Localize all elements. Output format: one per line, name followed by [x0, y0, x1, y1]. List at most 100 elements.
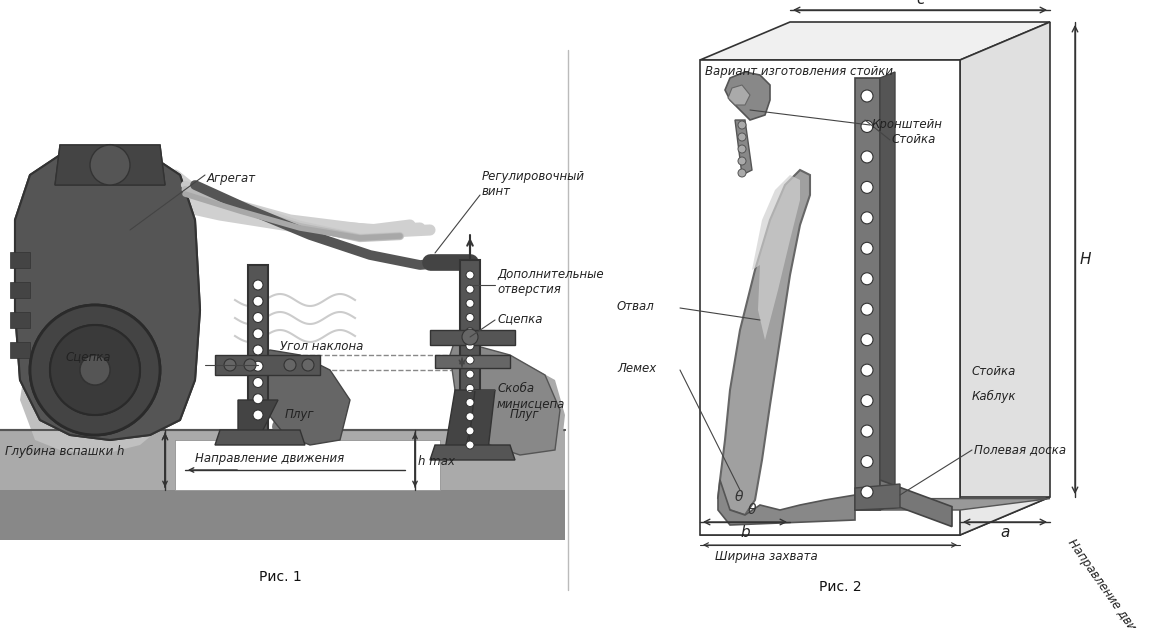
Circle shape — [862, 486, 873, 498]
Text: Стойка: Стойка — [971, 365, 1016, 378]
Circle shape — [862, 121, 873, 133]
Circle shape — [862, 181, 873, 193]
Polygon shape — [880, 72, 895, 510]
Text: Направление движения: Направление движения — [195, 452, 344, 465]
Text: Агрегат: Агрегат — [207, 172, 256, 185]
Polygon shape — [468, 390, 494, 450]
Circle shape — [253, 280, 263, 290]
Circle shape — [862, 425, 873, 437]
Polygon shape — [445, 390, 480, 450]
Text: a: a — [1001, 525, 1010, 540]
Circle shape — [253, 345, 263, 355]
Circle shape — [253, 410, 263, 420]
Polygon shape — [175, 440, 440, 490]
Text: Вариант изготовления стойки: Вариант изготовления стойки — [705, 65, 893, 78]
Circle shape — [862, 455, 873, 467]
Polygon shape — [735, 120, 752, 175]
Polygon shape — [510, 355, 565, 465]
Polygon shape — [752, 175, 800, 340]
Circle shape — [466, 313, 473, 322]
Circle shape — [466, 441, 473, 449]
Polygon shape — [20, 185, 195, 455]
Circle shape — [79, 355, 110, 385]
Polygon shape — [855, 78, 880, 510]
Circle shape — [462, 329, 478, 345]
Polygon shape — [0, 430, 565, 540]
Polygon shape — [215, 355, 320, 375]
Circle shape — [30, 305, 160, 435]
Circle shape — [90, 145, 130, 185]
Circle shape — [79, 355, 110, 385]
Circle shape — [466, 271, 473, 279]
Text: Регулировочный
винт: Регулировочный винт — [482, 170, 584, 198]
Polygon shape — [258, 350, 350, 445]
Circle shape — [302, 359, 314, 371]
Circle shape — [253, 296, 263, 306]
Circle shape — [466, 370, 473, 378]
Circle shape — [862, 242, 873, 254]
Polygon shape — [430, 445, 516, 460]
Polygon shape — [430, 330, 516, 345]
Polygon shape — [718, 170, 810, 515]
Circle shape — [862, 394, 873, 406]
Text: θ: θ — [735, 490, 743, 504]
Polygon shape — [725, 72, 770, 120]
Circle shape — [862, 303, 873, 315]
Circle shape — [253, 394, 263, 404]
Polygon shape — [855, 499, 1050, 510]
Circle shape — [466, 399, 473, 406]
Circle shape — [466, 328, 473, 336]
Circle shape — [862, 151, 873, 163]
Polygon shape — [718, 480, 855, 525]
Circle shape — [253, 313, 263, 323]
Text: Рис. 1: Рис. 1 — [258, 570, 302, 584]
Polygon shape — [11, 312, 30, 328]
Text: Ширина захвата: Ширина захвата — [715, 550, 818, 563]
Circle shape — [224, 359, 236, 371]
Polygon shape — [728, 85, 750, 105]
Text: H: H — [1080, 251, 1092, 266]
Text: h max: h max — [419, 455, 455, 468]
Circle shape — [253, 361, 263, 371]
Circle shape — [738, 169, 746, 177]
Polygon shape — [855, 484, 900, 510]
Polygon shape — [450, 340, 560, 455]
Circle shape — [738, 133, 746, 141]
Polygon shape — [700, 497, 1050, 535]
Text: Дополнительные
отверстия: Дополнительные отверстия — [497, 268, 603, 296]
Circle shape — [284, 359, 296, 371]
Circle shape — [466, 413, 473, 421]
Polygon shape — [238, 400, 278, 440]
Ellipse shape — [272, 396, 348, 435]
Polygon shape — [700, 22, 1050, 60]
Text: Плуг: Плуг — [285, 408, 314, 421]
Circle shape — [466, 285, 473, 293]
Polygon shape — [0, 490, 565, 540]
Text: Направление движения: Направление движения — [1065, 537, 1161, 628]
Polygon shape — [700, 60, 960, 535]
Text: θ: θ — [748, 503, 756, 517]
Polygon shape — [215, 430, 305, 445]
Polygon shape — [0, 430, 565, 540]
Circle shape — [862, 333, 873, 345]
Circle shape — [738, 121, 746, 129]
Circle shape — [466, 342, 473, 350]
Circle shape — [253, 377, 263, 387]
Circle shape — [862, 212, 873, 224]
Polygon shape — [15, 145, 200, 440]
Text: Лемех: Лемех — [617, 362, 656, 375]
Circle shape — [50, 325, 140, 415]
Polygon shape — [55, 145, 165, 185]
Polygon shape — [175, 440, 440, 490]
Text: Сцепка: Сцепка — [497, 312, 542, 325]
Polygon shape — [459, 260, 480, 450]
Polygon shape — [55, 145, 165, 185]
Text: Стойка: Стойка — [892, 133, 936, 146]
Text: Угол наклона: Угол наклона — [281, 340, 364, 353]
Polygon shape — [0, 490, 565, 540]
Polygon shape — [960, 22, 1050, 535]
Polygon shape — [11, 282, 30, 298]
Text: Отвал: Отвал — [617, 300, 655, 313]
Text: Глубина вспашки h: Глубина вспашки h — [5, 445, 125, 458]
Circle shape — [253, 328, 263, 338]
